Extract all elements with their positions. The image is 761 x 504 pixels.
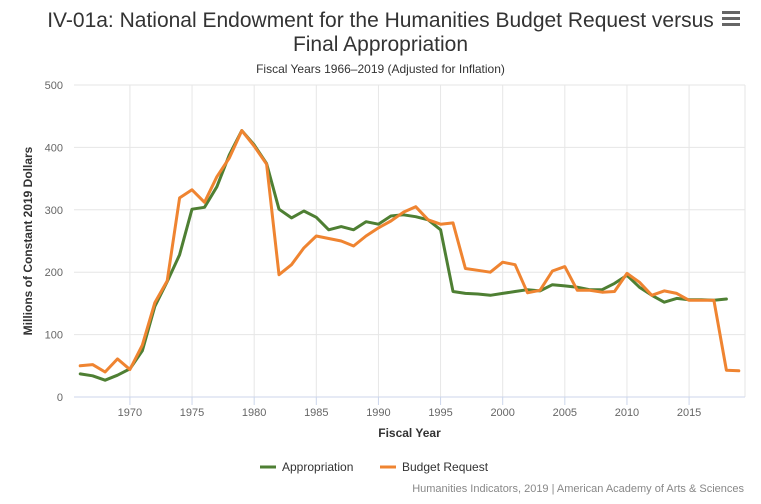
legend-label-budget-request: Budget Request — [402, 460, 489, 474]
x-tick-label: 1980 — [242, 407, 266, 419]
x-tick-label: 1985 — [304, 407, 328, 419]
chart-subtitle: Fiscal Years 1966–2019 (Adjusted for Inf… — [256, 62, 505, 76]
y-tick-label: 200 — [45, 267, 63, 279]
y-tick-label: 300 — [45, 205, 63, 217]
y-tick-label: 100 — [45, 330, 63, 342]
x-tick-label: 2015 — [677, 407, 701, 419]
x-tick-label: 2010 — [615, 407, 639, 419]
x-tick-label: 1990 — [366, 407, 390, 419]
y-axis-title: Millions of Constant 2019 Dollars — [21, 146, 35, 335]
x-tick-label: 1995 — [428, 407, 452, 419]
x-axis-title: Fiscal Year — [378, 426, 441, 440]
chart-title-line-1: IV-01a: National Endowment for the Human… — [47, 9, 714, 32]
x-tick-label: 1970 — [118, 407, 142, 419]
y-tick-label: 0 — [57, 392, 63, 404]
series-line-budget-request[interactable] — [78, 129, 741, 374]
legend-label-appropriation: Appropriation — [282, 460, 353, 474]
y-tick-label: 500 — [45, 80, 63, 92]
x-tick-label: 2005 — [553, 407, 577, 419]
y-tick-label: 400 — [45, 142, 63, 154]
x-tick-label: 1975 — [180, 407, 204, 419]
x-tick-label: 2000 — [490, 407, 514, 419]
chart-title-line-2: Final Appropriation — [292, 33, 469, 56]
chart-credit[interactable]: Humanities Indicators, 2019 | American A… — [412, 483, 744, 495]
chart-title: IV-01a: National Endowment for the Human… — [0, 9, 761, 57]
hamburger-menu-icon[interactable] — [722, 11, 740, 27]
series-line-appropriation[interactable] — [78, 129, 728, 382]
